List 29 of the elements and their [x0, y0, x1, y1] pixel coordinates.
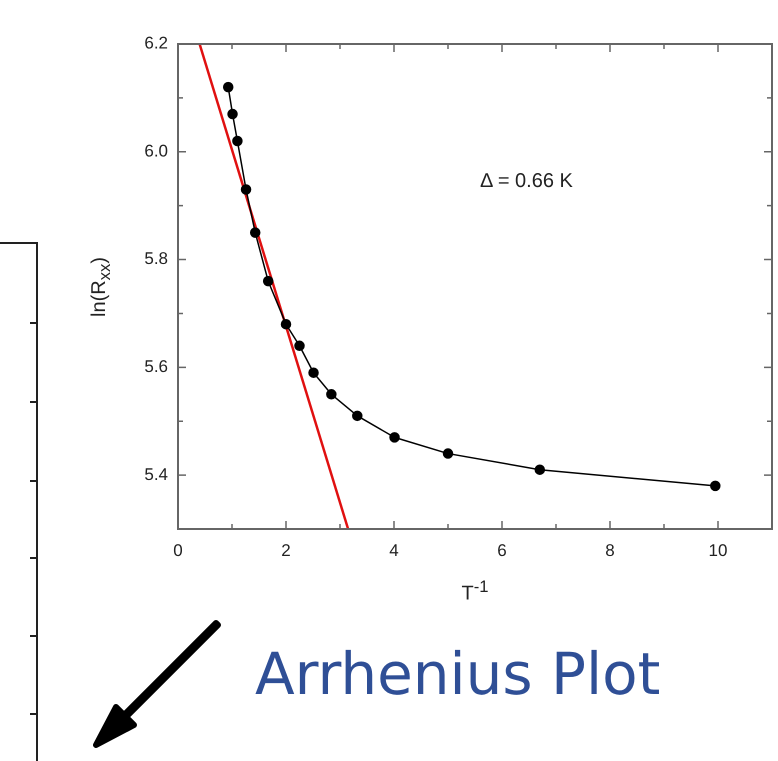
point: [240, 184, 252, 195]
text: Arrhenius Plot: [255, 640, 660, 708]
y-tick-label: 6.2: [144, 34, 168, 53]
point: [262, 276, 274, 286]
point: [442, 448, 454, 459]
x-tick-label: 10: [708, 540, 728, 560]
point: [534, 464, 546, 475]
y-tick-label: 6.0: [144, 141, 168, 160]
point: [222, 82, 234, 92]
point: [232, 136, 243, 146]
x-tick-label: 2: [281, 540, 291, 560]
y-tick-label: 5.8: [144, 249, 168, 268]
point: [326, 389, 337, 400]
point: [280, 318, 292, 330]
y-tick-label: 5.6: [144, 357, 168, 376]
x-tick-label: 0: [173, 540, 183, 560]
annotation: Δ = 0.66 K: [480, 170, 573, 193]
point: [250, 227, 260, 238]
point: [294, 340, 305, 352]
point: [227, 108, 238, 120]
point: [352, 410, 363, 422]
x-axis-title: T$^{-1}$: [462, 577, 489, 606]
x-tick-label: 8: [605, 540, 615, 560]
point: [389, 432, 400, 443]
x-tick-label: 4: [389, 540, 399, 560]
point: [308, 367, 319, 378]
y-tick-label: 5.4: [144, 464, 168, 484]
x-tick-label: 6: [497, 540, 507, 560]
point: [710, 480, 721, 492]
